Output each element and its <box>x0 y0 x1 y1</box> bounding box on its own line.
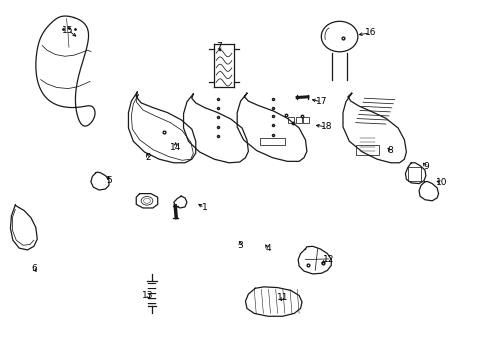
Text: 1: 1 <box>201 203 207 212</box>
Bar <box>260 138 285 145</box>
Text: 11: 11 <box>276 293 288 302</box>
Text: 16: 16 <box>364 28 375 37</box>
Bar <box>288 117 294 123</box>
Text: 9: 9 <box>422 162 428 171</box>
Text: 12: 12 <box>322 255 333 264</box>
Text: 3: 3 <box>237 241 243 250</box>
Text: 6: 6 <box>31 265 37 274</box>
Text: 18: 18 <box>320 122 331 131</box>
Text: 8: 8 <box>386 146 392 155</box>
Text: 14: 14 <box>169 143 181 152</box>
Text: 5: 5 <box>106 176 112 185</box>
Text: 4: 4 <box>264 244 270 253</box>
Text: 7: 7 <box>216 42 222 51</box>
Bar <box>355 145 378 155</box>
Text: 17: 17 <box>315 97 326 106</box>
Text: 15: 15 <box>62 26 74 35</box>
Bar <box>295 117 301 123</box>
Bar <box>407 167 420 181</box>
Text: 2: 2 <box>145 153 150 162</box>
Bar <box>303 117 308 123</box>
Text: 13: 13 <box>142 291 153 300</box>
Text: 10: 10 <box>435 178 447 187</box>
